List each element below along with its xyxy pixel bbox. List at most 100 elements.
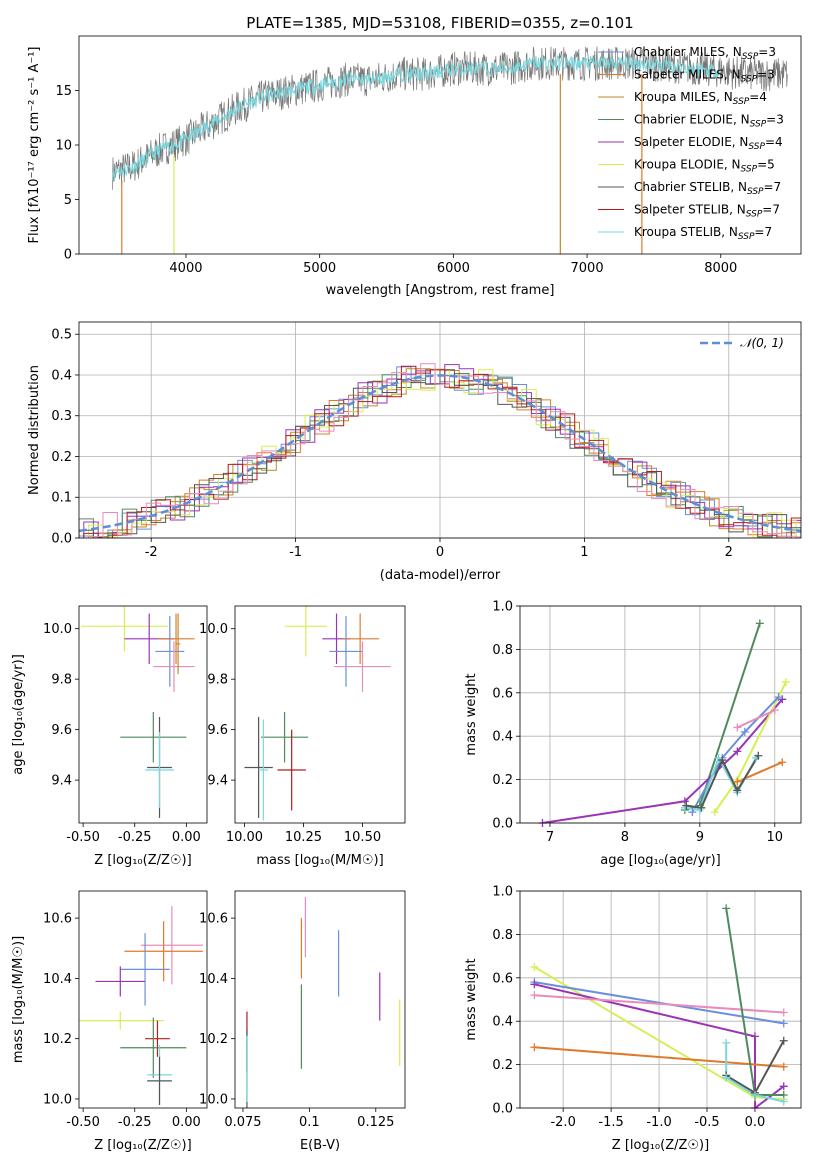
legend-series-name: Salpeter STELIB bbox=[634, 203, 729, 217]
axes-frame bbox=[519, 605, 802, 824]
data-point-marker bbox=[750, 1090, 759, 1099]
plot-area-2 bbox=[81, 606, 195, 818]
series-line bbox=[736, 709, 776, 729]
legend-nssp-value: =3 bbox=[757, 68, 775, 82]
y-tick-label: 9.4 bbox=[51, 774, 72, 789]
data-point-marker bbox=[733, 747, 742, 756]
legend-series-name: Kroupa ELODIE bbox=[634, 158, 724, 172]
legend-nssp-sub: SSP bbox=[741, 165, 758, 175]
y-tick-label: 0.6 bbox=[492, 971, 513, 986]
x-axis-label: (data-model)/error bbox=[380, 568, 501, 583]
data-point-marker bbox=[733, 723, 742, 732]
legend-nssp-sub: SSP bbox=[742, 52, 759, 62]
legend-nssp-value: =3 bbox=[766, 113, 784, 127]
data-point-marker bbox=[530, 962, 539, 971]
x-axis-label: age [log₁₀(age/yr)] bbox=[600, 853, 721, 868]
y-axis-label: Flux [fλ10⁻¹⁷ erg cm⁻² s⁻¹ A⁻¹] bbox=[27, 47, 42, 244]
x-tick-label: 10.50 bbox=[344, 830, 381, 845]
normal-curve bbox=[79, 374, 801, 533]
y-axis-label: age [log₁₀(age/yr)] bbox=[11, 654, 26, 775]
data-point-marker bbox=[530, 991, 539, 1000]
histogram-series bbox=[79, 363, 801, 538]
y-tick-label: 10 bbox=[55, 139, 72, 154]
legend-nssp-prefix: , N bbox=[733, 113, 750, 127]
legend-nssp-prefix: , N bbox=[724, 68, 741, 82]
legend-nssp-value: =4 bbox=[765, 135, 783, 149]
x-tick-label: -0.50 bbox=[66, 830, 100, 845]
data-point-marker bbox=[770, 706, 779, 715]
y-tick-label: 5 bbox=[64, 193, 72, 208]
x-tick-label: 2 bbox=[725, 545, 733, 560]
x-tick-label: 6000 bbox=[437, 261, 470, 276]
legend-series-name: Chabrier ELODIE bbox=[634, 113, 733, 127]
histogram-series bbox=[79, 368, 801, 538]
legend-label: Salpeter STELIB, NSSP=7 bbox=[634, 203, 780, 220]
y-tick-label: 0.3 bbox=[51, 409, 72, 424]
y-tick-label: 10.4 bbox=[43, 972, 72, 987]
series-line bbox=[684, 623, 761, 811]
legend-nssp-value: =7 bbox=[764, 180, 782, 194]
x-tick-label: 0.125 bbox=[357, 1115, 394, 1130]
legend-nssp-value: =7 bbox=[754, 225, 772, 239]
legend-series-name: Salpeter MILES bbox=[634, 68, 724, 82]
data-point-marker bbox=[754, 751, 763, 760]
axes-frame bbox=[234, 605, 406, 824]
y-tick-label: 1.0 bbox=[492, 600, 513, 615]
y-tick-label: 10.0 bbox=[199, 1092, 228, 1107]
axes-frame bbox=[78, 35, 802, 255]
axes-3 bbox=[231, 628, 363, 827]
legend-label: Chabrier ELODIE, NSSP=3 bbox=[634, 113, 784, 130]
data-point-marker bbox=[774, 693, 783, 702]
data-point-marker bbox=[722, 1038, 731, 1047]
legend-nssp-sub: SSP bbox=[738, 232, 755, 242]
y-tick-label: 0.0 bbox=[51, 532, 72, 547]
histogram-series bbox=[79, 368, 801, 538]
legend-nssp-prefix: , N bbox=[732, 135, 749, 149]
legend-label: Kroupa MILES, NSSP=4 bbox=[634, 90, 767, 107]
x-tick-label: 0 bbox=[436, 545, 444, 560]
x-tick-label: 0.1 bbox=[299, 1115, 320, 1130]
data-point-marker bbox=[718, 756, 727, 765]
legend-series-name: Kroupa STELIB bbox=[634, 225, 721, 239]
x-tick-label: -0.50 bbox=[66, 1115, 100, 1130]
series-line bbox=[691, 696, 780, 813]
data-point-marker bbox=[688, 808, 697, 817]
y-tick-label: 0.2 bbox=[51, 450, 72, 465]
x-tick-label: -2 bbox=[145, 545, 158, 560]
data-point-marker bbox=[779, 1036, 788, 1045]
histogram-series bbox=[79, 369, 801, 538]
y-tick-label: 9.4 bbox=[207, 774, 228, 789]
legend-label: Chabrier MILES, NSSP=3 bbox=[634, 45, 776, 62]
chart-title: PLATE=1385, MJD=53108, FIBERID=0355, z=0… bbox=[246, 14, 633, 32]
y-tick-label: 10.0 bbox=[43, 1092, 72, 1107]
legend-series-name: Kroupa MILES bbox=[634, 90, 716, 104]
legend-nssp-sub: SSP bbox=[750, 120, 767, 130]
y-tick-label: 0 bbox=[64, 248, 72, 263]
axes-5 bbox=[75, 917, 187, 1112]
y-tick-label: 0.5 bbox=[51, 328, 72, 343]
x-axis-label: Z [log₁₀(Z/Z☉)] bbox=[612, 1138, 709, 1153]
legend-nssp-prefix: , N bbox=[716, 90, 733, 104]
y-tick-label: 0.4 bbox=[51, 368, 72, 383]
x-axis-label: Z [log₁₀(Z/Z☉)] bbox=[94, 853, 191, 868]
legend-series-name: Salpeter ELODIE bbox=[634, 135, 732, 149]
axes-7 bbox=[516, 890, 801, 1112]
axes-frame bbox=[78, 321, 802, 539]
x-tick-label: 4000 bbox=[169, 261, 202, 276]
x-tick-label: 9 bbox=[696, 830, 704, 845]
y-tick-label: 10.2 bbox=[43, 1032, 72, 1047]
x-tick-label: 10.00 bbox=[226, 830, 263, 845]
y-tick-label: 9.6 bbox=[207, 723, 228, 738]
y-tick-label: 1.0 bbox=[492, 885, 513, 900]
x-tick-label: -0.25 bbox=[118, 1115, 152, 1130]
x-tick-label: -1.5 bbox=[598, 1115, 623, 1130]
y-tick-label: 0.4 bbox=[492, 1015, 513, 1030]
legend-nssp-sub: SSP bbox=[748, 142, 765, 152]
legend-nssp-prefix: , N bbox=[729, 203, 746, 217]
y-tick-label: 0.1 bbox=[51, 491, 72, 506]
spectrum-model bbox=[111, 54, 721, 180]
histogram-series bbox=[79, 364, 801, 538]
data-point-marker bbox=[733, 777, 742, 786]
x-tick-label: -1.0 bbox=[646, 1115, 671, 1130]
data-point-marker bbox=[722, 904, 731, 913]
